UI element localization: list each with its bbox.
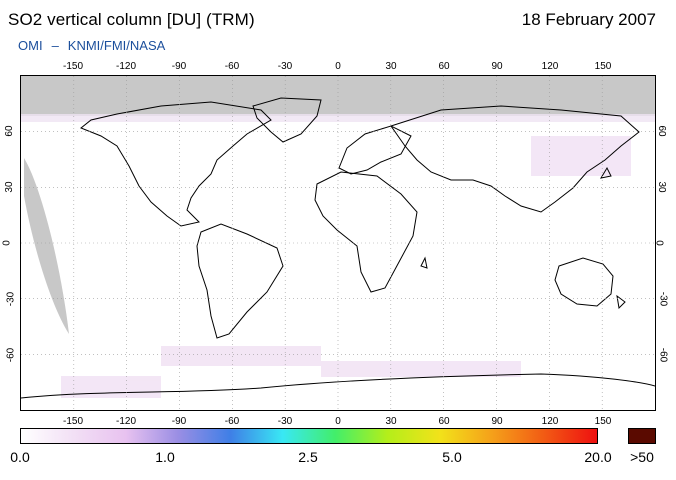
coastline-australia bbox=[554, 257, 614, 307]
top-tick-label: -120 bbox=[115, 61, 137, 72]
colorbar-tick-label: 20.0 bbox=[584, 449, 612, 465]
bottom-tick-label: -30 bbox=[277, 416, 293, 427]
world-map bbox=[20, 75, 656, 411]
coastline-greenland-islands bbox=[420, 166, 626, 310]
coastline-north-america bbox=[80, 101, 272, 227]
left-tick-label: -60 bbox=[5, 347, 17, 363]
top-tick-label: 0 bbox=[335, 61, 341, 72]
bottom-tick-label: 150 bbox=[594, 416, 612, 427]
colorbar-tick-label: 5.0 bbox=[442, 449, 462, 465]
top-tick-label: -30 bbox=[277, 61, 293, 72]
top-tick-label: -150 bbox=[62, 61, 84, 72]
top-tick-label: 60 bbox=[438, 61, 450, 72]
left-tick-label: 0 bbox=[1, 240, 13, 246]
coastline-europe bbox=[338, 125, 412, 175]
bottom-tick-label: 30 bbox=[385, 416, 397, 427]
subtitle-dash: – bbox=[51, 38, 59, 53]
coastline-greenland bbox=[252, 97, 322, 143]
so2-background-noise bbox=[61, 136, 631, 398]
map-title: SO2 vertical column [DU] (TRM) bbox=[8, 10, 255, 29]
left-tick-label: 30 bbox=[4, 181, 16, 193]
bottom-tick-label: 0 bbox=[335, 416, 341, 427]
coastline-asia bbox=[390, 105, 640, 213]
so2-colorbar bbox=[20, 428, 598, 444]
coastline-africa bbox=[314, 171, 418, 293]
top-tick-label: 150 bbox=[594, 61, 612, 72]
colorbar-overflow-label: >50 bbox=[630, 449, 654, 465]
map-date: 18 February 2007 bbox=[521, 10, 656, 29]
colorbar-tick-label: 2.5 bbox=[298, 449, 318, 465]
arctic-noise-band bbox=[21, 114, 655, 122]
top-tick-label: 30 bbox=[385, 61, 397, 72]
instrument-label: OMI bbox=[18, 38, 43, 53]
bottom-tick-label: -90 bbox=[171, 416, 187, 427]
bottom-tick-label: 90 bbox=[491, 416, 503, 427]
top-tick-label: 90 bbox=[491, 61, 503, 72]
bottom-tick-label: 60 bbox=[438, 416, 450, 427]
coastline-south-america bbox=[196, 223, 284, 339]
map-subtitle: OMI – KNMI/FMI/NASA bbox=[18, 38, 165, 53]
graticule bbox=[21, 76, 655, 410]
right-tick-label: 30 bbox=[656, 181, 668, 193]
bottom-tick-label: -150 bbox=[62, 416, 84, 427]
top-tick-label: -60 bbox=[224, 61, 240, 72]
organizations-label: KNMI/FMI/NASA bbox=[67, 38, 166, 53]
right-tick-label: -30 bbox=[657, 291, 669, 307]
world-map-svg bbox=[21, 76, 655, 410]
right-tick-label: 60 bbox=[656, 125, 668, 137]
top-tick-label: 120 bbox=[541, 61, 559, 72]
bottom-tick-label: -120 bbox=[115, 416, 137, 427]
top-tick-label: -90 bbox=[171, 61, 187, 72]
bottom-tick-label: -60 bbox=[224, 416, 240, 427]
colorbar-tick-label: 1.0 bbox=[155, 449, 175, 465]
coastline-antarctica bbox=[21, 373, 655, 399]
left-tick-label: 60 bbox=[4, 125, 16, 137]
colorbar-overflow-swatch bbox=[628, 428, 656, 444]
bottom-tick-label: 120 bbox=[541, 416, 559, 427]
pacific-swath-gap bbox=[24, 158, 69, 334]
colorbar-tick-label: 0.0 bbox=[10, 449, 30, 465]
coastlines bbox=[21, 97, 655, 399]
right-tick-label: -60 bbox=[657, 347, 669, 363]
left-tick-label: -30 bbox=[5, 291, 17, 307]
